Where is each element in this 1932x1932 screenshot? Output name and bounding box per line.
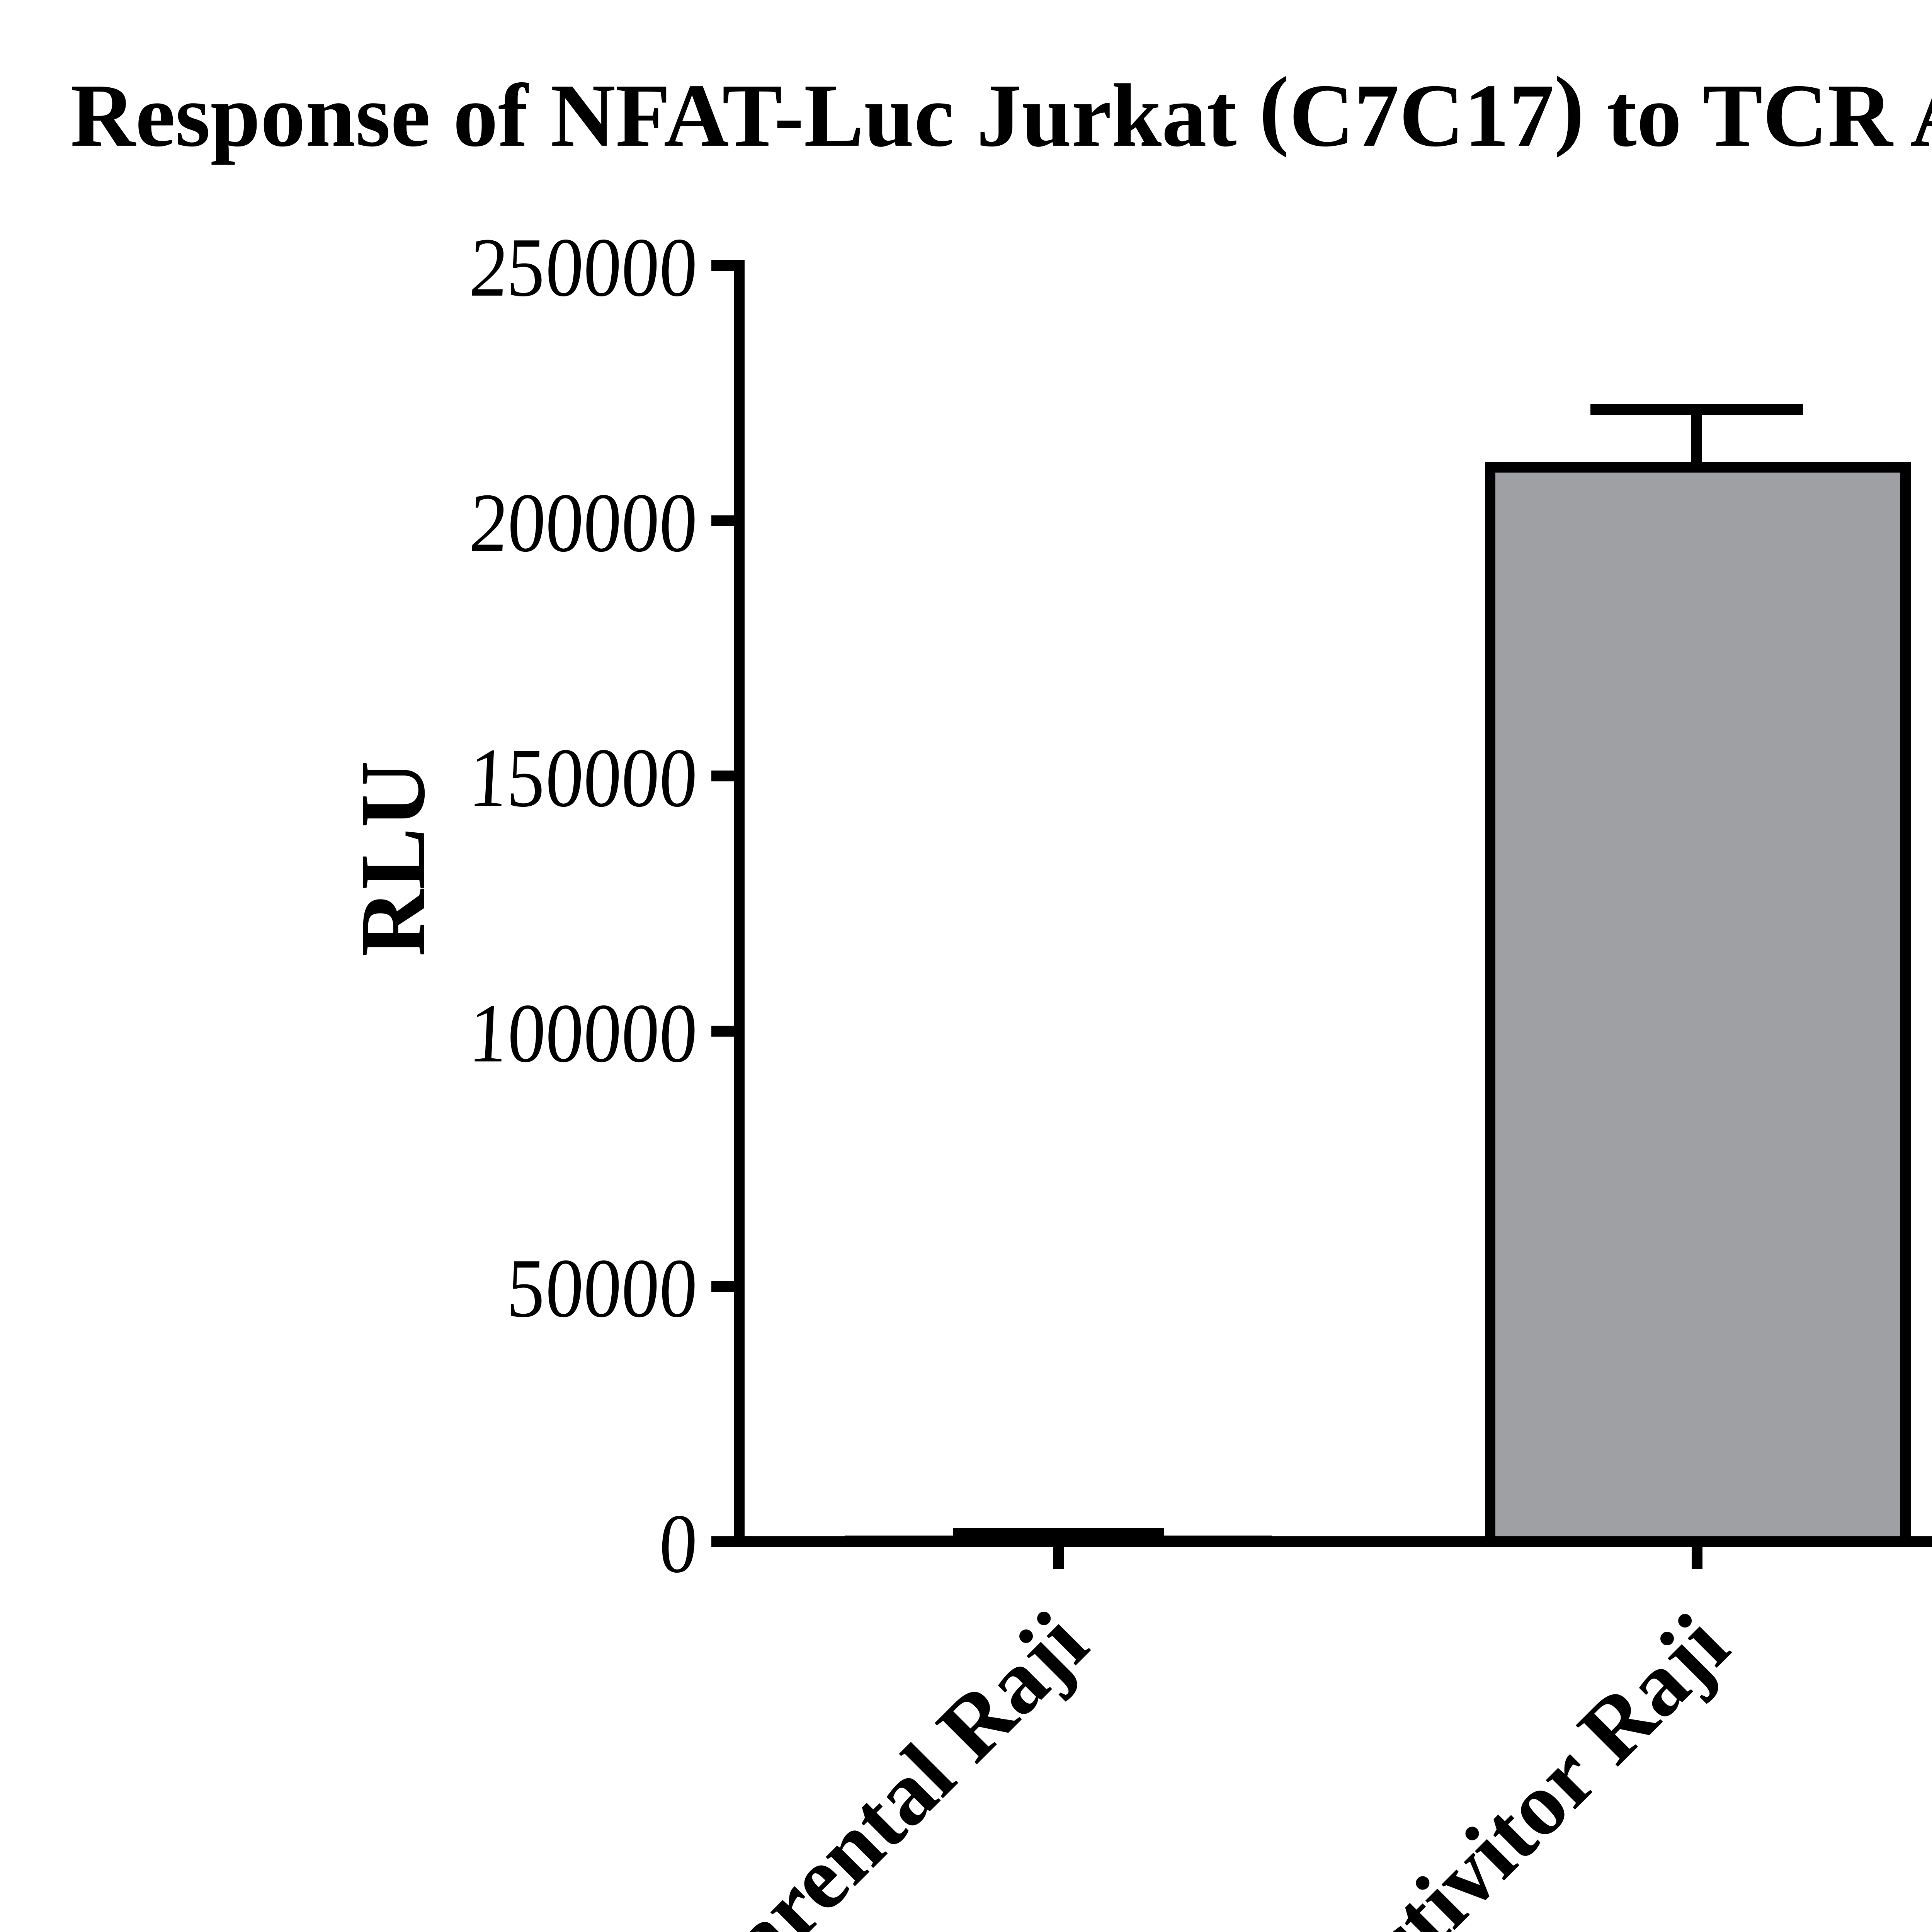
svg-text:50000: 50000 [502, 1242, 701, 1335]
svg-text:0: 0 [653, 1497, 702, 1590]
svg-text:200000: 200000 [464, 476, 701, 570]
svg-text:100000: 100000 [464, 987, 701, 1080]
svg-text:Parental Raji: Parental Raji [670, 1593, 1106, 1932]
svg-text:150000: 150000 [464, 731, 701, 825]
svg-text:Response of NFAT-Luc Jurkat (C: Response of NFAT-Luc Jurkat (C7C17) to T… [70, 58, 1932, 165]
svg-text:250000: 250000 [464, 221, 701, 314]
svg-text:RLU: RLU [341, 761, 444, 957]
svg-text:TCR activitor Raji: TCR activitor Raji [1165, 1595, 1747, 1932]
